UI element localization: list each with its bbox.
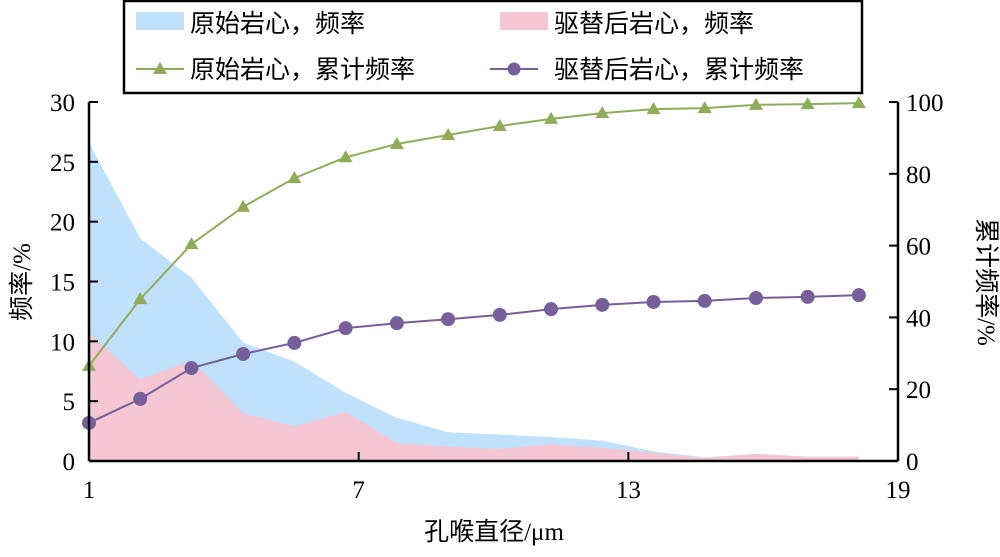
data-point-triangle [851, 96, 866, 109]
x-tick-label: 19 [886, 477, 911, 504]
data-point-circle [800, 289, 815, 304]
legend-marker-2 [153, 62, 167, 74]
legend-label-0: 原始岩心，频率 [190, 10, 365, 38]
data-point-circle [441, 312, 456, 327]
data-point-triangle [544, 111, 559, 124]
data-point-triangle [184, 237, 199, 250]
y-axis-label-left: 频率/% [8, 243, 36, 321]
line-series-3 [88, 294, 859, 424]
line-series [82, 96, 866, 430]
legend: 原始岩心，频率 驱替后岩心，频率 原始岩心，累计频率 驱替后岩心，累计频率 [122, 0, 864, 95]
x-tick-label: 7 [352, 477, 365, 504]
legend-swatch-1 [500, 12, 548, 30]
legend-marker-3 [507, 62, 521, 76]
legend-label-2: 原始岩心，累计频率 [190, 56, 415, 84]
data-point-circle [338, 321, 353, 336]
data-point-triangle [492, 119, 507, 132]
data-point-circle [236, 347, 251, 362]
x-tick-label: 1 [83, 477, 96, 504]
data-point-triangle [338, 150, 353, 163]
y-tick-label-right: 60 [906, 234, 931, 261]
area-series [89, 142, 859, 462]
y-tick-label-right: 80 [906, 162, 931, 189]
y-tick-label-right: 20 [906, 377, 931, 404]
data-point-circle [287, 335, 302, 350]
data-point-triangle [595, 106, 610, 119]
data-point-circle [748, 291, 763, 306]
data-point-triangle [646, 102, 661, 115]
data-point-circle [133, 391, 148, 406]
legend-swatch-0 [136, 12, 184, 30]
data-point-triangle [133, 292, 148, 305]
y-tick-label-left: 10 [50, 329, 75, 356]
data-point-circle [184, 361, 199, 376]
data-point-triangle [800, 97, 815, 110]
data-point-triangle [697, 101, 712, 114]
y-tick-label-left: 20 [50, 210, 75, 237]
data-point-circle [544, 302, 559, 317]
data-point-circle [595, 297, 610, 312]
data-point-triangle [287, 171, 302, 184]
y-tick-label-right: 100 [906, 90, 944, 117]
y-tick-label-left: 15 [50, 270, 75, 297]
y-tick-label-left: 5 [63, 389, 76, 416]
data-point-circle [697, 293, 712, 308]
y-tick-label-left: 0 [63, 449, 76, 476]
area-series-1 [89, 332, 859, 461]
y-tick-label-right: 0 [906, 449, 919, 476]
area-series-0 [89, 142, 859, 462]
x-axis-label: 孔喉直径/μm [424, 518, 564, 546]
data-point-circle [851, 288, 866, 303]
legend-label-1: 驱替后岩心，频率 [554, 10, 754, 38]
data-point-triangle [748, 97, 763, 110]
line-series-2 [88, 102, 859, 367]
legend-label-3: 驱替后岩心，累计频率 [554, 56, 804, 84]
data-point-circle [389, 316, 404, 331]
y-axis-label-right: 累计频率/% [972, 218, 1000, 346]
data-point-circle [646, 294, 661, 309]
data-point-triangle [389, 137, 404, 150]
y-tick-label-right: 40 [906, 305, 931, 332]
x-tick-label: 13 [616, 477, 641, 504]
data-point-circle [492, 307, 507, 322]
data-point-triangle [441, 128, 456, 141]
legend-box [122, 0, 864, 95]
y-tick-label-left: 25 [50, 150, 75, 177]
data-point-triangle [236, 199, 251, 212]
y-tick-label-left: 30 [50, 90, 75, 117]
